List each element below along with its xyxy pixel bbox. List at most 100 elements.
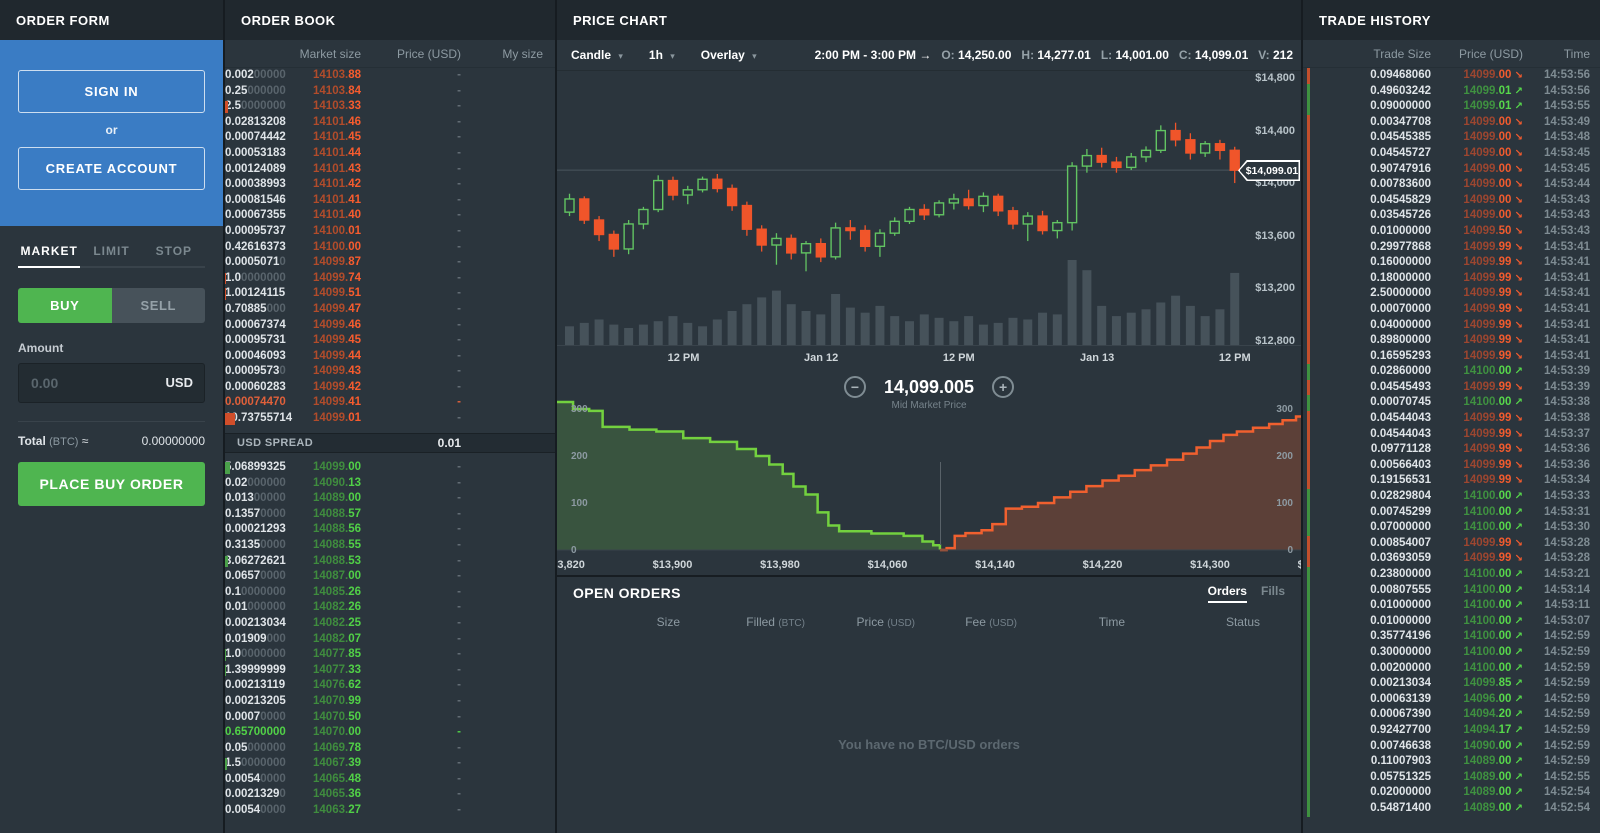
trade-history-row[interactable]: 0.00213034 14099.85 ↗ 14:52:59 (1303, 676, 1600, 692)
zoom-in-button[interactable]: + (992, 376, 1015, 398)
trade-history-row[interactable]: 0.00063139 14096.00 ↗ 14:52:59 (1303, 691, 1600, 708)
order-book-ask-row[interactable]: 0.25000000 14103.84 - (225, 84, 555, 100)
trade-history-row[interactable]: 0.01000000 14099.50 ↘ 14:53:43 (1303, 223, 1600, 240)
trade-history-row[interactable]: 0.02860000 14100.00 ↗ 14:53:39 (1303, 364, 1600, 380)
sign-in-button[interactable]: SIGN IN (18, 70, 205, 113)
tab-stop[interactable]: STOP (155, 244, 193, 258)
trade-history-row[interactable]: 0.19156531 14099.99 ↘ 14:53:34 (1303, 473, 1600, 490)
order-book-ask-row[interactable]: 0.00067374 14099.46 - (225, 318, 555, 334)
order-book-bid-row[interactable]: 0.13570000 14088.57 - (225, 507, 555, 523)
buy-button[interactable]: BUY (18, 288, 112, 323)
order-book-bid-row[interactable]: 5.06899325 14099.00 - (225, 460, 555, 476)
order-book-bid-row[interactable]: 1.50000000 14067.39 - (225, 756, 555, 772)
order-book-ask-row[interactable]: 0.00046093 14099.44 - (225, 349, 555, 365)
trade-history-row[interactable]: 0.00746638 14090.00 ↗ 14:52:59 (1303, 738, 1600, 755)
trade-history-row[interactable]: 0.54871400 14089.00 ↗ 14:52:54 (1303, 800, 1600, 817)
order-book-bid-row[interactable]: 0.10000000 14085.26 - (225, 585, 555, 601)
order-book-ask-row[interactable]: 0.00050710 14099.87 - (225, 255, 555, 271)
trade-history-row[interactable]: 0.04545829 14099.00 ↘ 14:53:43 (1303, 192, 1600, 209)
trade-history-row[interactable]: 0.00200000 14100.00 ↗ 14:52:59 (1303, 660, 1600, 677)
amount-input[interactable] (18, 363, 205, 403)
order-book-ask-row[interactable]: 0.00095730 14099.43 - (225, 364, 555, 380)
trade-history-row[interactable]: 0.00347708 14099.00 ↘ 14:53:49 (1303, 114, 1600, 131)
trade-history-row[interactable]: 0.00067390 14094.20 ↗ 14:52:59 (1303, 707, 1600, 723)
trade-history-row[interactable]: 0.01000000 14100.00 ↗ 14:53:11 (1303, 598, 1600, 614)
place-buy-order-button[interactable]: PLACE BUY ORDER (18, 462, 205, 506)
order-book-bid-row[interactable]: 0.01300000 14089.00 - (225, 491, 555, 507)
order-book-ask-row[interactable]: 0.70885000 14099.47 - (225, 302, 555, 318)
trade-history-row[interactable]: 0.16595293 14099.99 ↘ 14:53:41 (1303, 348, 1600, 365)
trade-history-row[interactable]: 0.35774196 14100.00 ↗ 14:52:59 (1303, 629, 1600, 645)
trade-history-row[interactable]: 0.00070745 14100.00 ↗ 14:53:38 (1303, 395, 1600, 412)
sell-button[interactable]: SELL (111, 288, 205, 323)
order-book-bid-row[interactable]: 0.00540000 14065.48 - (225, 772, 555, 788)
order-book-ask-row[interactable]: 0.00074470 14099.41 - (225, 395, 555, 411)
trade-history-row[interactable]: 0.03693059 14099.99 ↘ 14:53:28 (1303, 551, 1600, 567)
trade-history-row[interactable]: 0.00854007 14099.99 ↘ 14:53:28 (1303, 535, 1600, 552)
order-book-ask-row[interactable]: 0.00074442 14101.45 - (225, 130, 555, 146)
trade-history-row[interactable]: 0.29977868 14099.99 ↘ 14:53:41 (1303, 239, 1600, 256)
trade-history-row[interactable]: 0.00745299 14100.00 ↗ 14:53:31 (1303, 504, 1600, 521)
trade-history-row[interactable]: 0.09000000 14099.01 ↗ 14:53:55 (1303, 99, 1600, 115)
order-book-ask-row[interactable]: 1.00000000 14099.74 - (225, 271, 555, 287)
trade-history-row[interactable]: 0.04545493 14099.99 ↘ 14:53:39 (1303, 379, 1600, 396)
trade-history-row[interactable]: 0.00070000 14099.99 ↘ 14:53:41 (1303, 301, 1600, 318)
trade-history-row[interactable]: 0.04545727 14099.00 ↘ 14:53:45 (1303, 145, 1600, 162)
order-book-bid-row[interactable]: 0.05000000 14069.78 - (225, 741, 555, 757)
order-book-bid-row[interactable]: 3.06272621 14088.53 - (225, 554, 555, 570)
order-book-ask-row[interactable]: 0.00038993 14101.42 - (225, 177, 555, 193)
order-book-ask-row[interactable]: 0.00124089 14101.43 - (225, 162, 555, 178)
order-book-bid-row[interactable]: 0.00540000 14063.27 - (225, 803, 555, 819)
order-book-ask-row[interactable]: 0.00081546 14101.41 - (225, 193, 555, 209)
order-book-ask-row[interactable]: 1.00124115 14099.51 - (225, 286, 555, 302)
trade-history-row[interactable]: 2.50000000 14099.99 ↘ 14:53:41 (1303, 286, 1600, 302)
trade-history-row[interactable]: 0.01000000 14100.00 ↗ 14:53:07 (1303, 613, 1600, 630)
order-book-bid-row[interactable]: 0.31350000 14088.55 - (225, 538, 555, 554)
order-book-bid-row[interactable]: 0.01000000 14082.26 - (225, 600, 555, 616)
tab-market[interactable]: MARKET (18, 244, 81, 268)
create-account-button[interactable]: CREATE ACCOUNT (18, 147, 205, 190)
trade-history-row[interactable]: 0.30000000 14100.00 ↗ 14:52:59 (1303, 644, 1600, 661)
tab-limit[interactable]: LIMIT (93, 244, 130, 258)
trade-history-row[interactable]: 0.09468060 14099.00 ↘ 14:53:56 (1303, 68, 1600, 84)
trade-history-row[interactable]: 0.04544043 14099.99 ↘ 14:53:37 (1303, 426, 1600, 443)
order-book-bid-row[interactable]: 0.65700000 14070.00 - (225, 725, 555, 741)
trade-history-row[interactable]: 0.49603242 14099.01 ↗ 14:53:56 (1303, 83, 1600, 100)
trade-history-row[interactable]: 0.02000000 14089.00 ↗ 14:52:54 (1303, 785, 1600, 801)
trade-history-row[interactable]: 0.11007903 14089.00 ↗ 14:52:59 (1303, 754, 1600, 770)
order-book-ask-row[interactable]: 10.73755714 14099.01 - (225, 411, 555, 427)
order-book-bid-row[interactable]: 0.06570000 14087.00 - (225, 569, 555, 585)
tab-orders[interactable]: Orders (1207, 584, 1247, 603)
trade-history-row[interactable]: 0.09771128 14099.99 ↘ 14:53:36 (1303, 442, 1600, 458)
zoom-out-button[interactable]: − (843, 376, 866, 398)
order-book-ask-row[interactable]: 0.00095731 14099.45 - (225, 333, 555, 349)
order-book-ask-row[interactable]: 2.50000000 14103.33 - (225, 99, 555, 115)
trade-history-row[interactable]: 0.04545385 14099.00 ↘ 14:53:48 (1303, 130, 1600, 146)
chart-type-dropdown[interactable]: Candle ▾ (571, 48, 623, 62)
trade-history-row[interactable]: 0.00566403 14099.99 ↘ 14:53:36 (1303, 457, 1600, 474)
order-book-bid-row[interactable]: 0.00213205 14070.99 - (225, 694, 555, 710)
order-book-bid-row[interactable]: 0.00021293 14088.56 - (225, 522, 555, 538)
trade-history-row[interactable]: 0.90747916 14099.00 ↘ 14:53:45 (1303, 161, 1600, 178)
trade-history-row[interactable]: 0.04000000 14099.99 ↘ 14:53:41 (1303, 317, 1600, 334)
order-book-ask-row[interactable]: 0.42616373 14100.00 - (225, 240, 555, 256)
order-book-ask-row[interactable]: 0.00095737 14100.01 - (225, 224, 555, 240)
order-book-bid-row[interactable]: 1.39999999 14077.33 - (225, 663, 555, 679)
order-book-bid-row[interactable]: 1.00000000 14077.85 - (225, 647, 555, 663)
order-book-ask-row[interactable]: 0.00060283 14099.42 - (225, 380, 555, 396)
order-book-bid-row[interactable]: 0.00213119 14076.62 - (225, 678, 555, 694)
trade-history-row[interactable]: 0.02829804 14100.00 ↗ 14:53:33 (1303, 489, 1600, 505)
trade-history-row[interactable]: 0.00783600 14099.00 ↘ 14:53:44 (1303, 177, 1600, 193)
overlay-dropdown[interactable]: Overlay ▾ (700, 48, 757, 62)
order-book-ask-row[interactable]: 0.00053183 14101.44 - (225, 146, 555, 162)
order-book-bid-row[interactable]: 0.00070000 14070.50 - (225, 710, 555, 726)
tab-fills[interactable]: Fills (1260, 583, 1285, 598)
order-book-bid-row[interactable]: 0.02000000 14090.13 - (225, 476, 555, 492)
trade-history-row[interactable]: 0.18000000 14099.99 ↘ 14:53:41 (1303, 270, 1600, 287)
trade-history-row[interactable]: 0.03545726 14099.00 ↘ 14:53:43 (1303, 208, 1600, 224)
trade-history-row[interactable]: 0.89800000 14099.99 ↘ 14:53:41 (1303, 333, 1600, 349)
interval-dropdown[interactable]: 1h ▾ (648, 48, 675, 62)
order-book-bid-row[interactable]: 0.00213034 14082.25 - (225, 616, 555, 632)
trade-history-row[interactable]: 0.16000000 14099.99 ↘ 14:53:41 (1303, 255, 1600, 271)
order-book-ask-row[interactable]: 0.00200000 14103.88 - (225, 68, 555, 84)
